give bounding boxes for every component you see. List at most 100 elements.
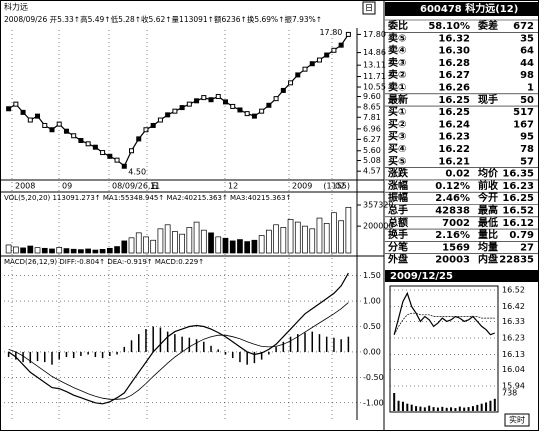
y-tick-label: 16.52 [502, 286, 525, 295]
candle [172, 108, 178, 114]
volume-bar [63, 248, 70, 254]
quote-cell: 44 [520, 58, 534, 69]
volume-bar [273, 224, 279, 254]
volume-bar [316, 217, 323, 254]
volume-bar [331, 212, 337, 254]
volume-bar [78, 249, 84, 254]
quote-cell: 64 [520, 46, 534, 57]
candle [309, 61, 315, 67]
date-label: 2009 [292, 182, 312, 191]
quote-cell: 买④ [388, 143, 406, 155]
volume-bar [5, 244, 12, 254]
volume-bar [280, 227, 287, 254]
quote-cell: 0.02 [445, 169, 470, 180]
volume-bar [302, 225, 308, 254]
y-tick-label: 8.65 [363, 103, 381, 112]
candle [273, 96, 279, 102]
volume-bar [27, 245, 34, 254]
candle [114, 157, 120, 163]
quote-cell: 量比 [478, 228, 498, 241]
candle [121, 163, 127, 169]
quote-cell: 16.26 [438, 83, 470, 94]
volume-bar [135, 232, 142, 254]
volume-bar [85, 248, 91, 254]
quote-table: 委比 58.10% 委差 672 卖⑤ 16.32 35 卖④ 16.30 64 卖③ 16.28 44… [385, 19, 539, 266]
quote-cell: 57 [520, 156, 534, 167]
quote-cell: 58.10% [428, 21, 470, 32]
low-label: 4.50 [128, 168, 146, 177]
y-tick-label: 1.50 [363, 271, 381, 280]
candle [316, 57, 322, 63]
quote-cell: 16.25 [438, 107, 470, 118]
date-label: 2008 [15, 182, 35, 191]
candle [27, 117, 33, 123]
quote-cell: 672 [513, 21, 534, 32]
candle [136, 136, 142, 142]
volume-bar [338, 220, 345, 254]
quote-cell: 16.21 [438, 156, 470, 167]
quote-cell: 95 [520, 132, 534, 143]
volume-bar [208, 232, 214, 254]
volume-bar [172, 231, 178, 254]
quote-cell: 卖④ [388, 44, 406, 57]
tab[interactable] [504, 413, 530, 427]
candle [208, 97, 214, 103]
quote-cell: 总手 [388, 204, 408, 217]
date-label: 02 [335, 182, 345, 191]
candle [222, 99, 228, 105]
quote-cell: 涨跌 [388, 167, 409, 180]
y-tick-label: 16.04 [502, 365, 525, 374]
quote-cell: 0.12% [435, 181, 470, 192]
candle [13, 101, 19, 107]
date-label: 08/09/26,五 [112, 182, 158, 191]
quote-cell: 16.32 [438, 33, 470, 44]
y-tick-label: 1.00 [363, 297, 381, 306]
volume-bar [251, 239, 258, 254]
volume-bar [157, 228, 164, 254]
quote-cell: 42838 [435, 206, 470, 217]
quote-cell: 16.52 [502, 206, 534, 217]
candle [215, 94, 221, 100]
candle [85, 141, 91, 147]
y-tick-label: 0.00 [363, 347, 381, 356]
volume-bar [309, 228, 316, 254]
quote-cell: 卖② [388, 68, 406, 81]
candle [186, 101, 192, 107]
candle [201, 95, 207, 101]
volume-bar [121, 240, 128, 254]
candle [78, 138, 84, 144]
quote-cell: 卖③ [388, 56, 406, 69]
quote-cell: 16.25 [438, 95, 470, 106]
y-tick-label: 738 [502, 389, 517, 398]
quote-cell: 总额 [388, 216, 408, 229]
y-tick-label: 5.60 [363, 146, 381, 155]
date-label: 12 [228, 182, 238, 191]
quote-cell: 0.79 [509, 230, 534, 241]
tab-label[interactable]: 实时 [509, 415, 525, 425]
volume-bar [193, 221, 200, 254]
candle [280, 87, 286, 93]
y-tick-label: 15.94 [502, 382, 525, 391]
quote-cell: 买⑤ [388, 155, 406, 167]
candle [179, 105, 185, 111]
candle [259, 108, 265, 114]
candle [345, 31, 351, 37]
volume-bar [150, 239, 157, 254]
stock-name: 科力远 [4, 2, 28, 12]
info-line: 2008/09/26 开5.33↑高5.49↑低5.28↑收5.62↑量1130… [4, 14, 322, 24]
y-tick-label: 10.55 [363, 83, 386, 92]
volume-bar [114, 246, 120, 254]
volume-bar [164, 224, 171, 254]
candle [6, 106, 12, 112]
quote-cell: 16.25 [502, 193, 534, 204]
period-icon[interactable]: 日 [365, 4, 373, 13]
y-tick-label: 17.80 [363, 30, 386, 39]
y-tick-label: 6.27 [363, 135, 381, 144]
candle [331, 47, 337, 53]
quote-cell: 均量 [478, 240, 498, 253]
intraday-frame [389, 285, 499, 413]
quote-cell: 买③ [388, 131, 406, 143]
period-box[interactable] [362, 1, 376, 15]
